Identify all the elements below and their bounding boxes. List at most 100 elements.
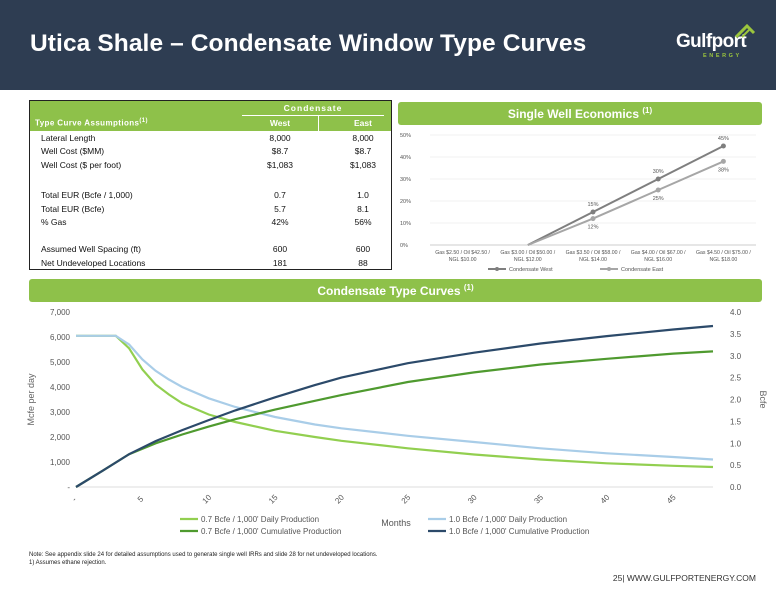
footnote-marker: (1) — [463, 283, 474, 292]
assumptions-table-header: Condensate Type Curve Assumptions(1) Wes… — [30, 101, 391, 131]
table-row: Lateral Length 8,000 8,000 — [30, 133, 391, 145]
x-tick-label: 25 — [400, 493, 413, 506]
type-curves-title: Condensate Type Curves (1) — [29, 283, 762, 298]
data-label: 30% — [653, 169, 664, 175]
legend-label: Condensate East — [621, 267, 664, 273]
table-row: Net Undeveloped Locations 181 88 — [30, 258, 391, 270]
assumptions-table: Condensate Type Curve Assumptions(1) Wes… — [29, 100, 392, 270]
type-curves-banner: Condensate Type Curves (1) — [29, 279, 762, 302]
row-label: % Gas — [41, 217, 67, 227]
slide-title: Utica Shale – Condensate Window Type Cur… — [30, 30, 587, 57]
x-tick-label: 10 — [201, 493, 214, 506]
data-point — [655, 187, 661, 193]
row-label: Lateral Length — [41, 133, 96, 143]
west-value: 181 — [272, 258, 288, 268]
y-tick-label: 30% — [400, 177, 411, 183]
table-row: Well Cost ($MM) $8.7 $8.7 — [30, 146, 391, 158]
left-tick-label: 2,000 — [50, 433, 71, 442]
right-tick-label: 2.5 — [730, 374, 742, 383]
legend-label: 1.0 Bcfe / 1,000' Daily Production — [449, 515, 567, 524]
page-number: 25 — [612, 573, 623, 583]
legend-label: 0.7 Bcfe / 1,000' Daily Production — [201, 515, 319, 524]
type-curve-assumptions-text: Type Curve Assumptions — [35, 118, 140, 128]
x-tick-label: NGL $16.00 — [644, 257, 672, 263]
right-tick-label: 4.0 — [730, 308, 742, 317]
x-tick-label: NGL $10.00 — [449, 257, 477, 263]
header-divider — [242, 115, 384, 116]
west-value: 0.7 — [274, 190, 286, 200]
condensate-group-label: Condensate — [283, 103, 343, 113]
economics-banner: Single Well Economics (1) — [398, 102, 762, 125]
y-tick-label: 10% — [400, 221, 411, 227]
left-tick-label: - — [67, 483, 70, 492]
right-axis-title: Bcfe — [758, 390, 768, 408]
footnote-marker: (1) — [139, 118, 148, 124]
x-tick-label: - — [70, 495, 78, 503]
row-label: Net Undeveloped Locations — [41, 258, 146, 268]
left-tick-label: 7,000 — [50, 308, 71, 317]
right-tick-label: 3.5 — [730, 330, 742, 339]
data-point — [590, 216, 596, 222]
right-tick-label: 3.0 — [730, 352, 742, 361]
data-label: 45% — [718, 136, 729, 142]
x-tick-label: 45 — [665, 493, 678, 506]
east-value: $1,083 — [350, 160, 376, 170]
east-value: 1.0 — [357, 190, 369, 200]
x-tick-label: 40 — [599, 493, 612, 506]
x-tick-label: NGL $18.00 — [710, 257, 738, 263]
right-tick-label: 2.0 — [730, 396, 742, 405]
logo-text: Gulfport — [676, 31, 747, 52]
data-label: 38% — [718, 167, 729, 173]
economics-chart: 0% 10% 20% 30% 40% 50% Gas $2.50 / Oil $42.50 … — [400, 133, 756, 273]
left-tick-label: 5,000 — [50, 358, 71, 367]
x-tick-label: 5 — [136, 494, 146, 504]
data-label: 15% — [587, 202, 598, 208]
slide-header: Utica Shale – Condensate Window Type Cur… — [0, 0, 776, 90]
type-curve-assumptions-label: Type Curve Assumptions(1) — [35, 118, 148, 128]
series-line-west — [527, 145, 724, 246]
row-label: Assumed Well Spacing (ft) — [41, 244, 141, 254]
legend-label: 1.0 Bcfe / 1,000' Cumulative Production — [449, 527, 589, 536]
y-tick-label: 20% — [400, 199, 411, 205]
type-curves-chart: - 1,000 2,000 3,000 4,000 5,000 6,000 7,000 0.0 0… — [26, 308, 768, 536]
table-row: Assumed Well Spacing (ft) 600 600 — [30, 244, 391, 256]
right-tick-label: 0.0 — [730, 483, 742, 492]
west-value: $1,083 — [267, 160, 293, 170]
x-tick-label: 15 — [267, 493, 280, 506]
east-value: 600 — [355, 244, 371, 254]
x-tick-label: NGL $14.00 — [579, 257, 607, 263]
right-tick-label: 1.0 — [730, 439, 742, 448]
table-row: Total EUR (Bcfe) 5.7 8.1 — [30, 204, 391, 216]
page-footer: 25| WWW.GULFPORTENERGY.COM — [613, 573, 756, 583]
x-axis-title: Months — [381, 518, 411, 528]
x-tick-label: Gas $3.00 / Oil $50.00 / — [500, 250, 555, 256]
row-label: Total EUR (Bcfe) — [41, 204, 105, 214]
west-value: 5.7 — [274, 204, 286, 214]
x-tick-label: 30 — [466, 493, 479, 506]
series-line-1 — [76, 334, 714, 461]
x-tick-label: Gas $4.00 / Oil $67.00 / — [631, 250, 686, 256]
header-column-divider — [318, 116, 319, 131]
east-value: 8.1 — [357, 204, 369, 214]
row-label: Total EUR (Bcfe / 1,000) — [41, 190, 133, 200]
logo-mark-icon — [734, 23, 756, 38]
left-axis-title: Mcfe per day — [26, 373, 36, 426]
y-tick-label: 50% — [400, 133, 411, 139]
y-tick-label: 0% — [400, 243, 408, 249]
economics-title-text: Single Well Economics — [507, 107, 640, 121]
logo-subtext: ENERGY — [703, 53, 742, 59]
data-label: 25% — [653, 196, 664, 202]
series-line-3 — [75, 324, 714, 488]
column-header-east: East — [354, 118, 372, 128]
series-line-0 — [76, 334, 714, 469]
footnote-line: 1) Assumes ethane rejection. — [29, 560, 107, 566]
legend-marker — [495, 267, 499, 271]
left-tick-label: 6,000 — [50, 333, 71, 342]
data-label: 12% — [587, 225, 598, 231]
footnote-marker: (1) — [642, 106, 653, 115]
row-label: Well Cost ($MM) — [41, 146, 105, 156]
x-tick-label: 35 — [532, 493, 545, 506]
west-value: 600 — [272, 244, 288, 254]
footnotes: Note: See appendix slide 24 for detailed… — [29, 551, 378, 567]
gulfport-logo: Gulfport ENERGY — [676, 22, 758, 68]
